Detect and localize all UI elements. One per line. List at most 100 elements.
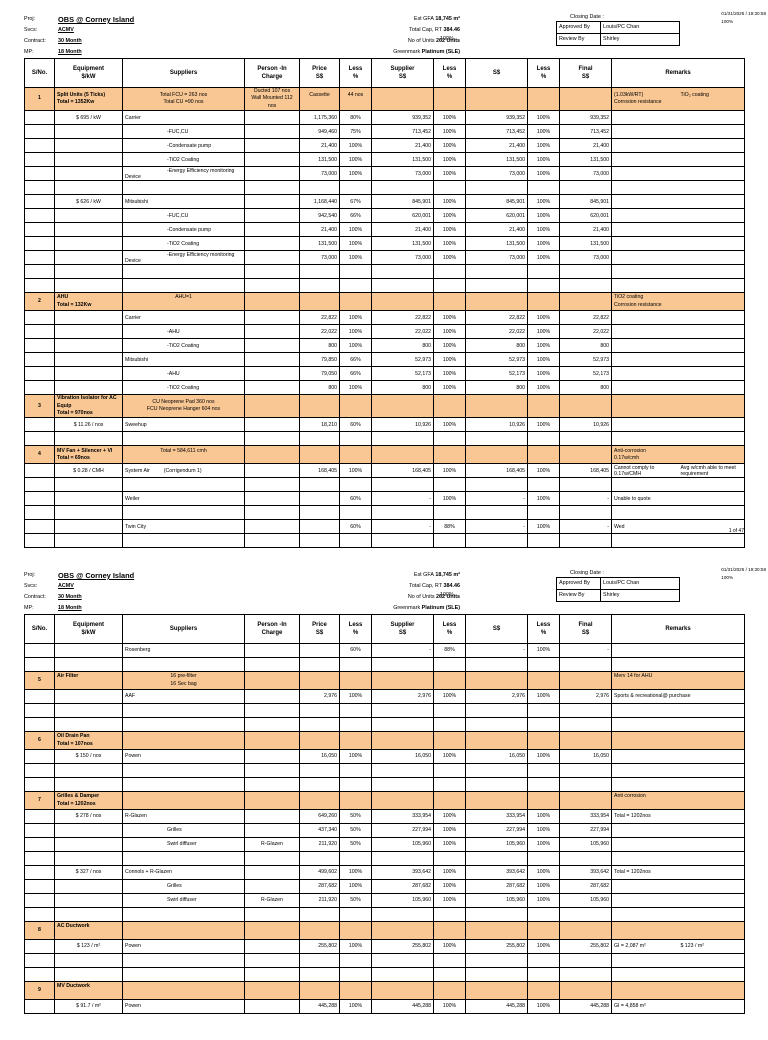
row-supplier [122,703,245,718]
row-ss-2: 227,994 [465,823,528,838]
review-by-label-2: Review By [557,590,601,601]
row-remarks [611,152,745,168]
row-equipment [54,222,123,238]
row-final-ss: 939,352 [559,110,612,126]
row-less-1 [339,763,372,778]
section-detail-3 [299,791,340,810]
section-blank-2 [433,671,466,690]
row-remarks [611,477,745,493]
row-less-2 [433,477,466,493]
row-supplier [122,717,245,732]
row-supplier: Connols + R-Glazen [122,865,245,880]
col-header-7: Less% [433,614,466,644]
row-supplier-ss: 713,452 [371,124,434,140]
row-equipment [54,236,123,252]
row-less-2: 100% [433,417,466,433]
row-less-1: 100% [339,749,372,764]
row-supplier-ss: 287,682 [371,879,434,894]
row-supplier: Twin City [122,519,245,535]
row-less-2 [433,505,466,521]
section-remarks [611,731,745,750]
row-equipment [54,967,123,982]
row-less-1: 100% [339,380,372,396]
section-blank-5 [559,671,612,690]
est-gfa-value: 18,745 m² [435,16,460,22]
row-price [299,519,340,535]
row-less-1: 66% [339,208,372,224]
row-ss-2 [465,180,528,196]
row-remarks [611,777,745,792]
row-less-1: 100% [339,879,372,894]
row-less-1: 100% [339,689,372,704]
row-price [299,491,340,507]
row-supplier [122,431,245,447]
row-supplier: -TiO2 Coating [122,152,245,168]
row-final-ss: 73,000 [559,166,612,182]
section-remarks [611,921,745,940]
row-ss-2 [465,703,528,718]
row-ss-2: 168,405 [465,463,528,479]
table-row [24,967,745,982]
row-less-3: 100% [527,366,560,382]
row-supplier: -Condensate pump [122,138,245,154]
row-less-2: 100% [433,310,466,326]
row-supplier-ss [371,505,434,521]
proj-value: OBS @ Corney Island [58,15,135,24]
section-detail-4 [339,981,372,1000]
row-supplier-ss: 2,976 [371,689,434,704]
row-sno [24,138,55,154]
row-ss-2: 287,682 [465,879,528,894]
row-less-2: 100% [433,166,466,182]
row-ss-2: 105,960 [465,893,528,908]
row-person-in-charge [244,907,300,922]
section-blank-5 [559,921,612,940]
row-less-1 [339,533,372,549]
row-supplier: Weiler [122,491,245,507]
row-price [299,657,340,672]
row-less-1: 66% [339,366,372,382]
row-less-3 [527,907,560,922]
row-less-1 [339,431,372,447]
section-blank-1 [371,981,434,1000]
row-ss-2: 845,901 [465,194,528,210]
row-person-in-charge [244,657,300,672]
approved-by-value: Louis/PC Chan [603,24,640,30]
row-supplier-ss: 73,000 [371,250,434,266]
row-price: 16,050 [299,749,340,764]
row-less-2: 100% [433,491,466,507]
row-price: 18,210 [299,417,340,433]
row-sno [24,152,55,168]
row-final-ss [559,278,612,294]
col-header-8: S$ [465,614,528,644]
section-detail-3 [299,292,340,312]
row-sno [24,477,55,493]
table-row: -TiO2 Coating 800 100% 800 100% 800 100% 800 [24,380,745,396]
row-supplier: Mitsubishi [122,352,245,368]
row-less-3: 100% [527,893,560,908]
row-remarks [611,194,745,210]
row-sno [24,865,55,880]
row-remarks [611,851,745,866]
row-less-3 [527,431,560,447]
row-less-3 [527,953,560,968]
row-supplier: Sweehup [122,417,245,433]
section-row: 6 Oil Drain Pan Total = 107nos [24,731,745,750]
page-footer-1: 1 of 47 [728,528,744,534]
row-sno [24,851,55,866]
row-remarks [611,717,745,732]
row-price [299,907,340,922]
row-remarks [611,749,745,764]
row-equipment [54,380,123,396]
row-ss-2 [465,851,528,866]
row-sno [24,236,55,252]
row-ss-2: 73,000 [465,250,528,266]
row-less-3: 100% [527,310,560,326]
row-person-in-charge: R-Glazen [244,837,300,852]
contract-label: Contract: [24,38,46,44]
proj-label-2: Proj: [24,572,36,578]
section-blank-3 [465,86,528,112]
table-row: AAF 2,976 100% 2,976 100% 2,976 100% 2,976 Sport… [24,689,745,704]
col-header-6: Supplier S$ [371,614,434,644]
section-blank-2 [433,921,466,940]
row-equipment [54,352,123,368]
